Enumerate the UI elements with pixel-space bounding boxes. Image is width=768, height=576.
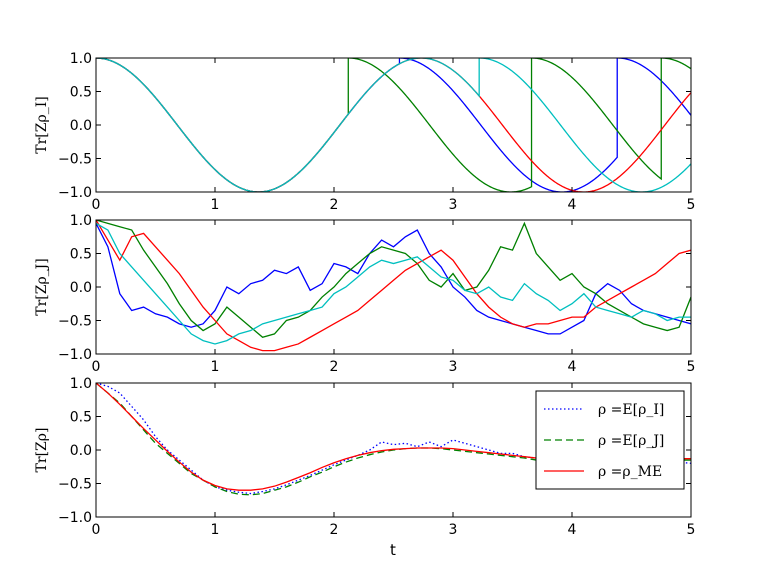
xtick-label-middle-5: 5 — [687, 359, 696, 375]
xtick-label-bottom-4: 4 — [568, 522, 577, 538]
legend-label-2: ρ =ρ_ME — [598, 464, 662, 480]
ytick-label-top-4: −1.0 — [58, 185, 92, 201]
ytick-label-top-2: 0.0 — [70, 118, 92, 134]
legend-label-0: ρ =E[ρ_I] — [598, 402, 664, 418]
xtick-label-middle-1: 1 — [211, 359, 220, 375]
xtick-label-bottom-2: 2 — [330, 522, 339, 538]
xtick-label-top-2: 2 — [330, 197, 339, 213]
xtick-label-bottom-5: 5 — [687, 522, 696, 538]
ytick-label-bottom-0: 1.0 — [70, 376, 92, 392]
legend: ρ =E[ρ_I] ρ =E[ρ_J] ρ =ρ_ME — [535, 390, 685, 490]
ylabel-top: Tr[Zρ_I] — [34, 96, 50, 153]
xtick-label-bottom-1: 1 — [211, 522, 220, 538]
xtick-label-top-3: 3 — [449, 197, 458, 213]
ytick-label-bottom-1: 0.5 — [70, 410, 92, 426]
legend-label-1: ρ =E[ρ_J] — [598, 433, 664, 449]
plot-area-middle — [96, 220, 691, 354]
series-line-top-3 — [96, 58, 691, 192]
ytick-label-top-1: 0.5 — [70, 85, 92, 101]
ytick-label-middle-4: −1.0 — [58, 347, 92, 363]
xtick-label-top-1: 1 — [211, 197, 220, 213]
xtick-label-bottom-0: 0 — [92, 522, 101, 538]
panel-top: 0 1 2 3 4 5 1.0 0.5 0.0 −0.5 −1.0 Tr[Zρ_I] — [34, 51, 695, 213]
ytick-label-top-0: 1.0 — [70, 51, 92, 67]
panel-bottom: 0 1 2 3 4 5 1.0 0.5 0.0 −0.5 −1.0 Tr[Zρ] t ρ =E[ρ_… — [34, 376, 695, 559]
xtick-label-middle-4: 4 — [568, 359, 577, 375]
ytick-label-top-3: −0.5 — [58, 152, 92, 168]
xtick-label-top-5: 5 — [687, 197, 696, 213]
ytick-label-middle-0: 1.0 — [70, 213, 92, 229]
ytick-label-middle-2: 0.0 — [70, 280, 92, 296]
xlabel-bottom: t — [390, 541, 396, 559]
series-line-middle-3 — [96, 222, 691, 345]
ytick-label-middle-3: −0.5 — [58, 314, 92, 330]
ytick-label-bottom-4: −1.0 — [58, 510, 92, 526]
ylabel-bottom: Tr[Zρ] — [34, 428, 50, 473]
plot-area-top — [96, 58, 691, 192]
xtick-label-top-0: 0 — [92, 197, 101, 213]
xtick-label-middle-3: 3 — [449, 359, 458, 375]
xtick-label-bottom-3: 3 — [449, 522, 458, 538]
ytick-label-middle-1: 0.5 — [70, 247, 92, 263]
panel-middle: 0 1 2 3 4 5 1.0 0.5 0.0 −0.5 −1.0 Tr[Zρ_J] — [34, 213, 695, 375]
ylabel-middle: Tr[Zρ_J] — [34, 258, 50, 316]
xtick-label-middle-2: 2 — [330, 359, 339, 375]
series-line-middle-2 — [96, 220, 691, 352]
ytick-label-bottom-2: 0.0 — [70, 443, 92, 459]
ytick-label-bottom-3: −0.5 — [58, 477, 92, 493]
series-line-middle-1 — [96, 220, 691, 338]
xtick-label-top-4: 4 — [568, 197, 577, 213]
xtick-label-middle-0: 0 — [92, 359, 101, 375]
